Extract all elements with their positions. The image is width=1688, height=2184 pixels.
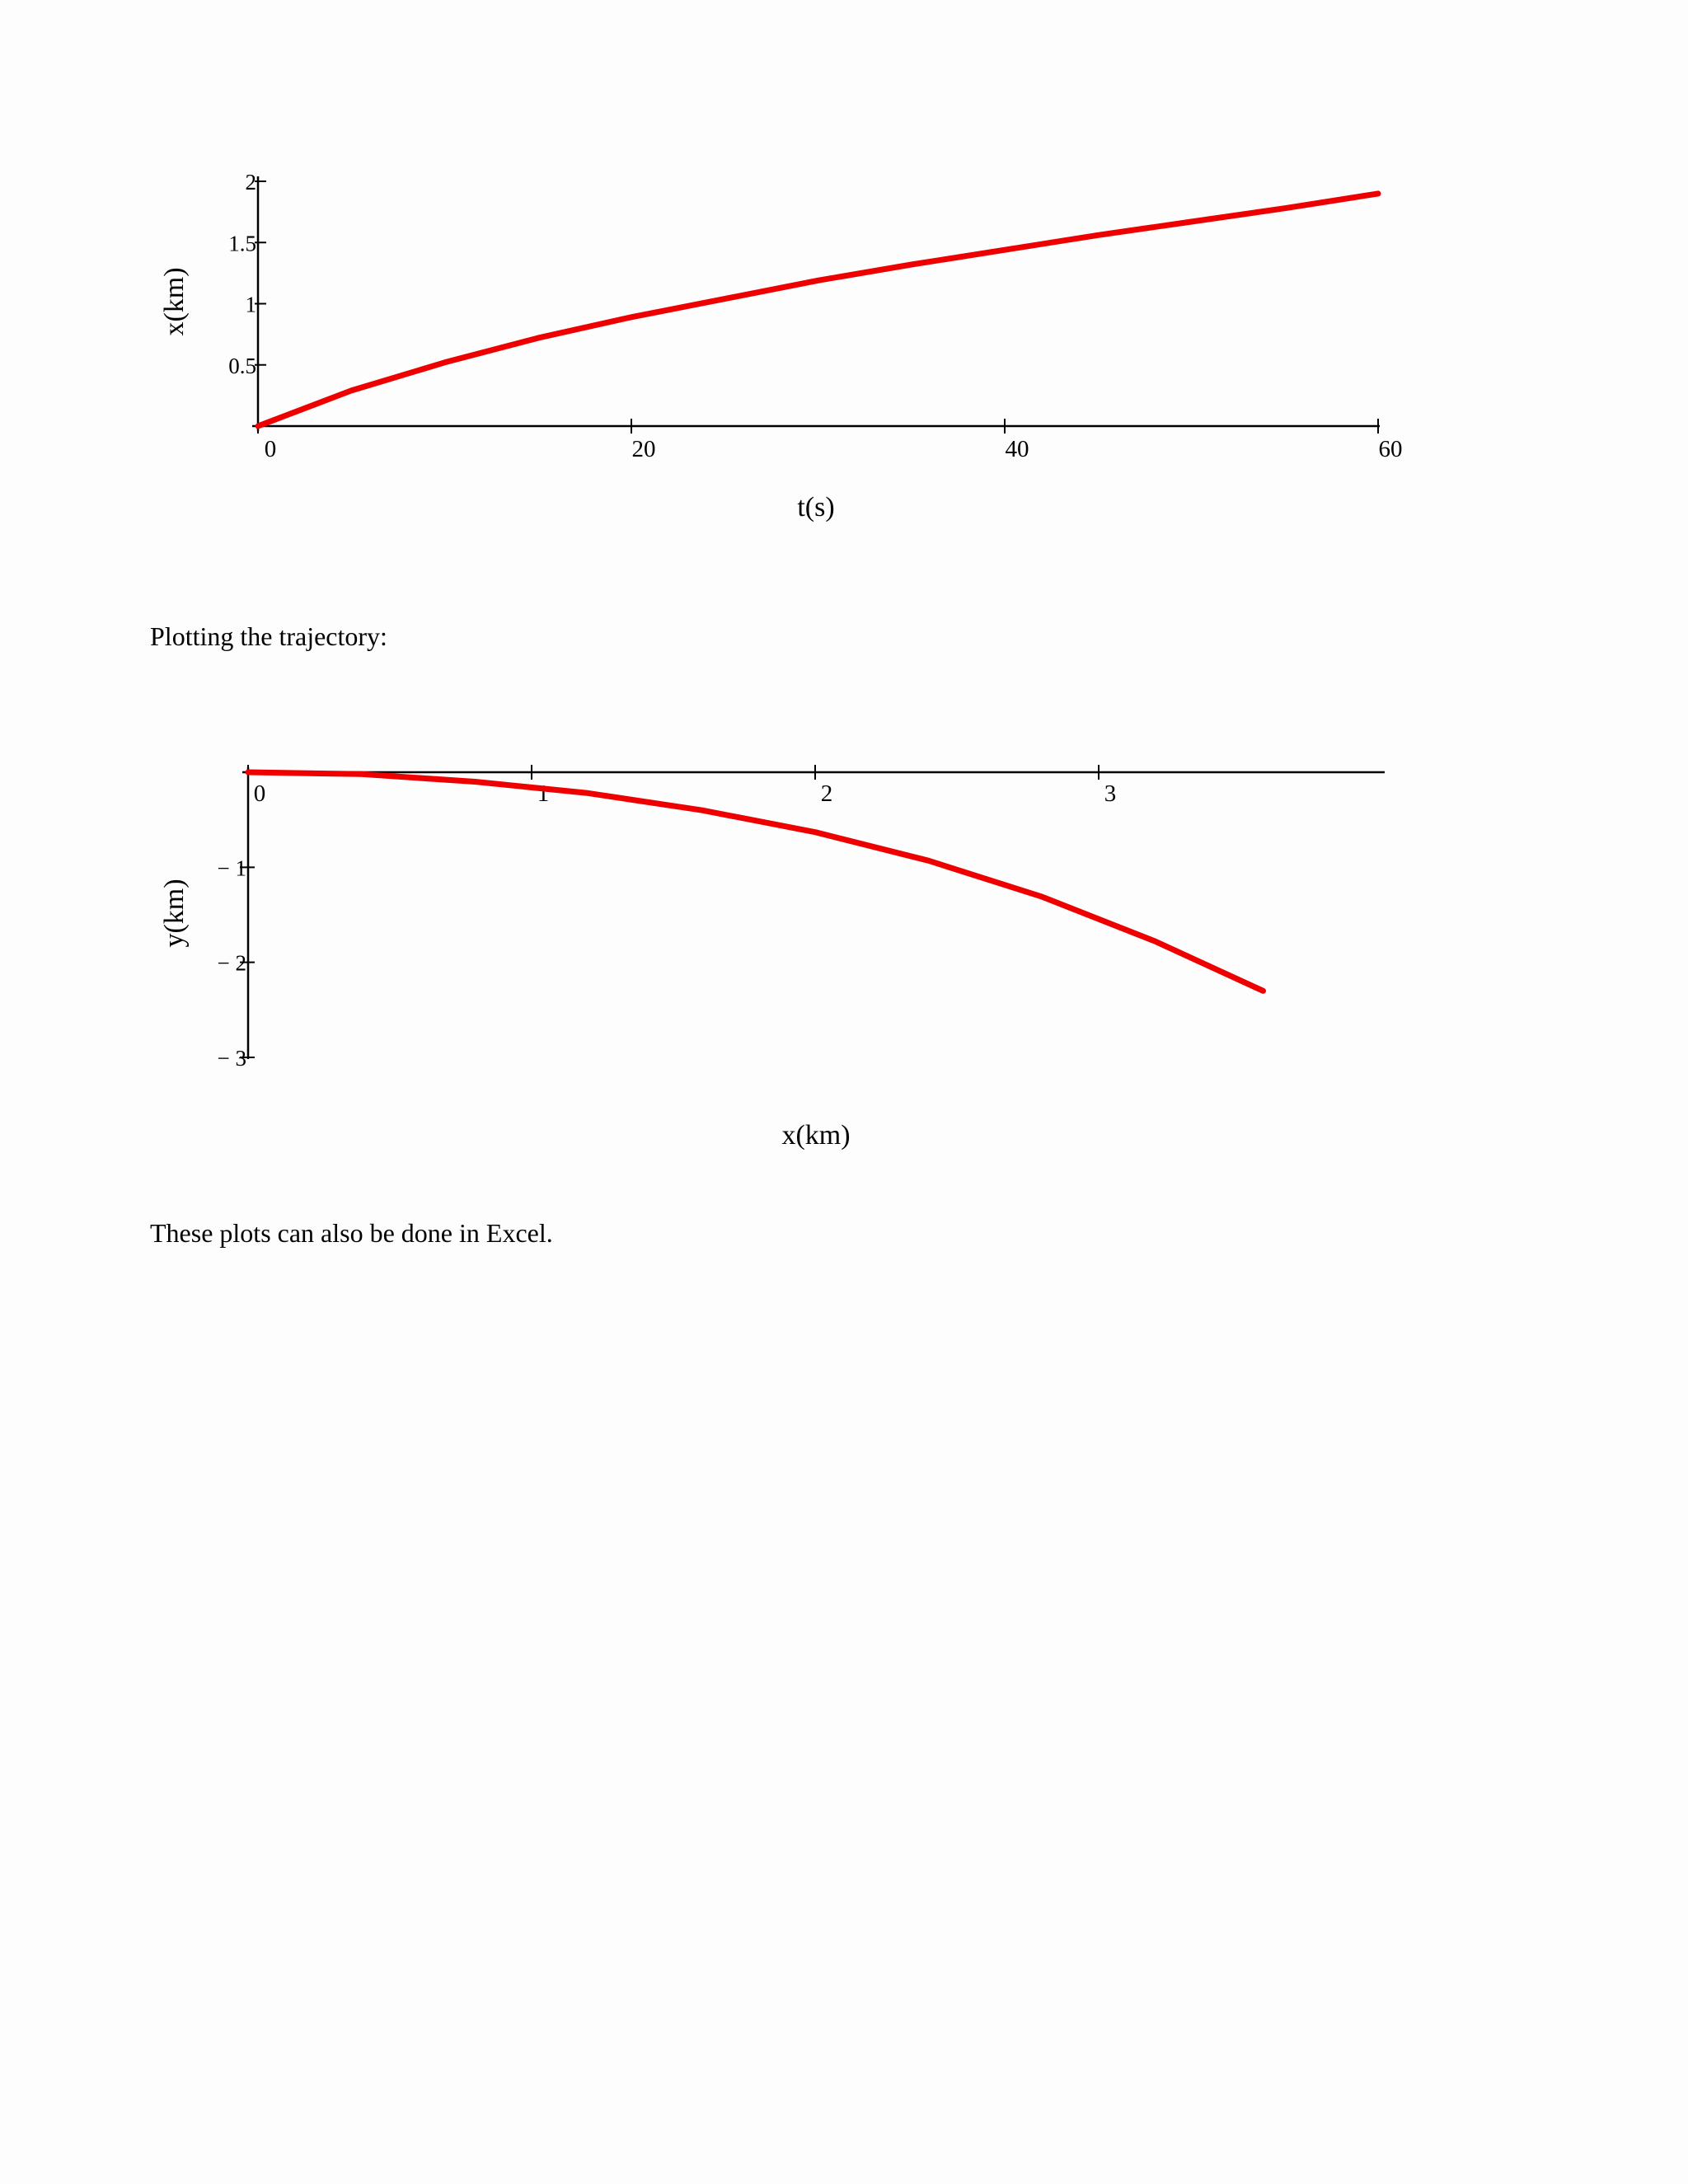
x-tick-label: 40	[1006, 436, 1029, 462]
x-tick-label: 1	[537, 780, 550, 807]
x-tick-label: 20	[632, 436, 656, 462]
x-tick-label: 60	[1379, 436, 1403, 462]
x-tick-label: 3	[1104, 780, 1117, 807]
trajectory-intro-text: Plotting the trajectory:	[150, 621, 387, 651]
x-axis-title: x(km)	[781, 1120, 850, 1151]
y-tick-label: 0.5	[228, 354, 256, 378]
x-axis-title: t(s)	[797, 492, 834, 523]
x-tick-label: 2	[821, 780, 833, 807]
y-tick-label: − 1	[218, 855, 246, 880]
y-tick-label: 2	[246, 170, 257, 194]
excel-note-text: These plots can also be done in Excel.	[150, 1218, 553, 1248]
position-time-chart: 0 20 40 60 0.5 1 1.5 2 t(s) x(km)	[159, 170, 1403, 523]
x-tick-label: 0	[265, 436, 277, 462]
y-axis-title: x(km)	[159, 267, 190, 335]
y-tick-label: − 2	[218, 951, 246, 976]
trajectory-chart: 0 1 2 3 − 1 − 2 − 3 x(km) y(km)	[159, 765, 1385, 1151]
y-tick-label: 1.5	[228, 231, 256, 255]
position-curve	[255, 190, 1381, 429]
x-tick-label: 0	[254, 780, 266, 807]
y-tick-label: − 3	[218, 1046, 246, 1071]
y-tick-label: 1	[246, 293, 257, 317]
y-axis-title: y(km)	[159, 879, 190, 947]
trajectory-curve	[245, 769, 1266, 994]
